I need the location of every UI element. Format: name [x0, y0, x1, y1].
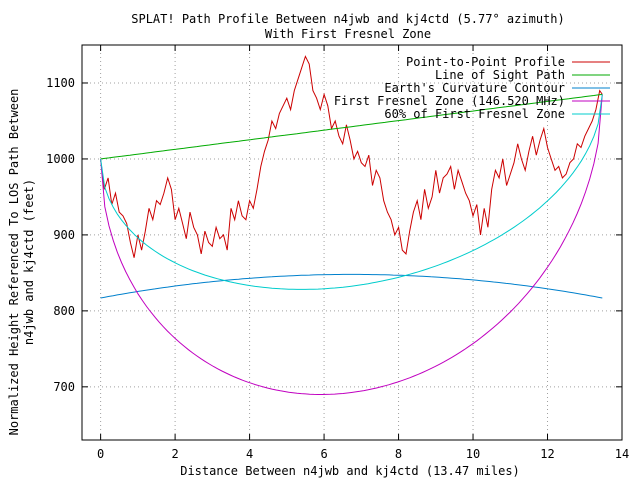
x-tick-label: 8	[395, 447, 402, 461]
y-axis-label-line2: n4jwb and kj4ctd (feet)	[22, 179, 36, 345]
y-tick-label: 1100	[46, 76, 75, 90]
x-tick-label: 6	[320, 447, 327, 461]
series-layer	[100, 55, 603, 395]
series-earth-s-curvature-contour	[100, 273, 603, 299]
x-axis-label: Distance Between n4jwb and kj4ctd (13.47…	[180, 464, 520, 478]
x-tick-label: 14	[615, 447, 629, 461]
y-tick-label: 700	[53, 380, 75, 394]
plot-frame	[81, 44, 623, 441]
x-tick-label: 4	[246, 447, 253, 461]
chart-title: SPLAT! Path Profile Between n4jwb and kj…	[131, 12, 564, 26]
series-first-fresnel-zone-146-520-mhz	[100, 94, 603, 395]
chart-subtitle: With First Fresnel Zone	[265, 27, 431, 41]
y-tick-label: 1000	[46, 152, 75, 166]
axis-ticks	[82, 45, 623, 440]
legend-label: First Fresnel Zone (146.520 MHz)	[334, 94, 565, 108]
x-tick-label: 12	[540, 447, 554, 461]
x-tick-label: 2	[171, 447, 178, 461]
legend-label: Earth's Curvature Contour	[384, 81, 565, 95]
series-point-to-point-profile	[100, 55, 603, 258]
legend-label: Point-to-Point Profile	[406, 55, 565, 69]
x-tick-labels: 0 2 4 6 8 10 12 14	[97, 447, 629, 461]
series-line-of-sight-path	[100, 93, 603, 160]
legend-label: Line of Sight Path	[435, 68, 565, 82]
y-tick-label: 800	[53, 304, 75, 318]
x-tick-label: 0	[97, 447, 104, 461]
y-tick-labels: 700 800 900 1000 1100	[46, 76, 75, 394]
x-tick-label: 10	[466, 447, 480, 461]
legend-label: 60% of First Fresnel Zone	[384, 107, 565, 121]
series-60-of-first-fresnel-zone	[100, 94, 603, 290]
y-tick-label: 900	[53, 228, 75, 242]
y-axis-label-line1: Normalized Height Referenced To LOS Path…	[7, 89, 21, 436]
